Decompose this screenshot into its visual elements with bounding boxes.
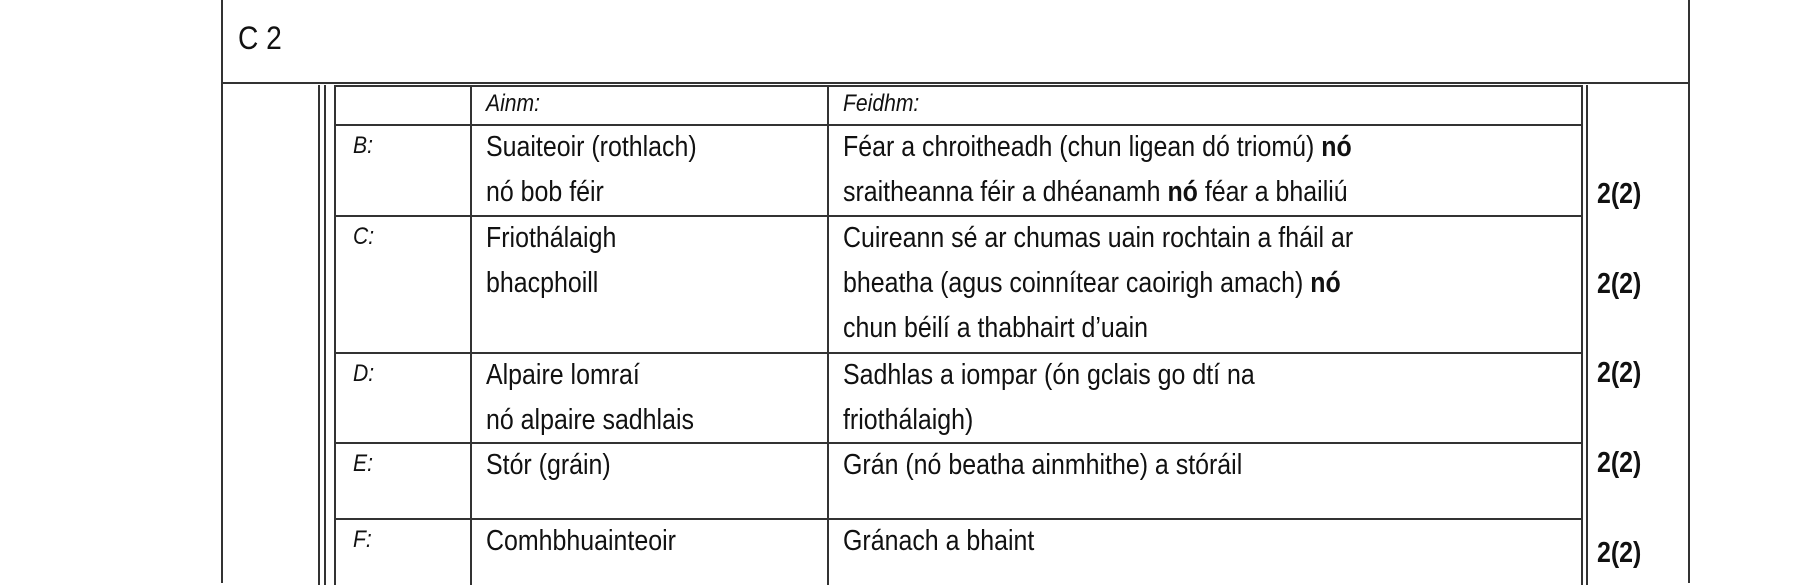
item-name: Stór (gráin) xyxy=(486,449,611,481)
question-label: C 2 xyxy=(238,20,282,56)
header-function: Feidhm: xyxy=(843,90,920,117)
mark-value: 2(2) xyxy=(1597,537,1642,569)
row-letter: F: xyxy=(353,526,372,553)
item-name: Comhbhuainteoir xyxy=(486,525,676,557)
row-divider xyxy=(334,518,1583,520)
mark-value: 2(2) xyxy=(1597,178,1642,210)
mark-value: 2(2) xyxy=(1597,357,1642,389)
item-function: Sadhlas a iompar (ón gclais go dtí na fri… xyxy=(843,359,1255,436)
mark-value: 2(2) xyxy=(1597,268,1642,300)
row-letter: C: xyxy=(353,223,375,250)
row-letter: B: xyxy=(353,132,373,159)
table-border xyxy=(1586,85,1588,585)
row-divider xyxy=(334,352,1583,354)
item-function: Cuireann sé ar chumas uain rochtain a fh… xyxy=(843,222,1354,344)
row-divider xyxy=(334,124,1583,126)
header-name: Ainm: xyxy=(486,90,540,117)
row-divider xyxy=(334,442,1583,444)
column-divider xyxy=(470,85,472,585)
item-name: Friothálaigh bhacphoill xyxy=(486,222,617,299)
mark-value: 2(2) xyxy=(1597,447,1642,479)
row-letter: E: xyxy=(353,450,373,477)
table-border xyxy=(324,85,326,585)
table-border xyxy=(318,85,320,585)
item-name: Alpaire lomraí nó alpaire sadhlais xyxy=(486,359,694,436)
row-divider xyxy=(334,215,1583,217)
row-letter: D: xyxy=(353,360,375,387)
item-name: Suaiteoir (rothlach) nó bob féir xyxy=(486,131,697,208)
item-function: Grán (nó beatha ainmhithe) a stóráil xyxy=(843,449,1243,481)
row-divider xyxy=(334,85,1583,87)
column-divider xyxy=(827,85,829,585)
table-border xyxy=(334,85,336,585)
table-border xyxy=(1581,85,1583,585)
item-function: Gránach a bhaint xyxy=(843,525,1035,557)
item-function: Féar a chroitheadh (chun ligean dó triom… xyxy=(843,131,1352,208)
